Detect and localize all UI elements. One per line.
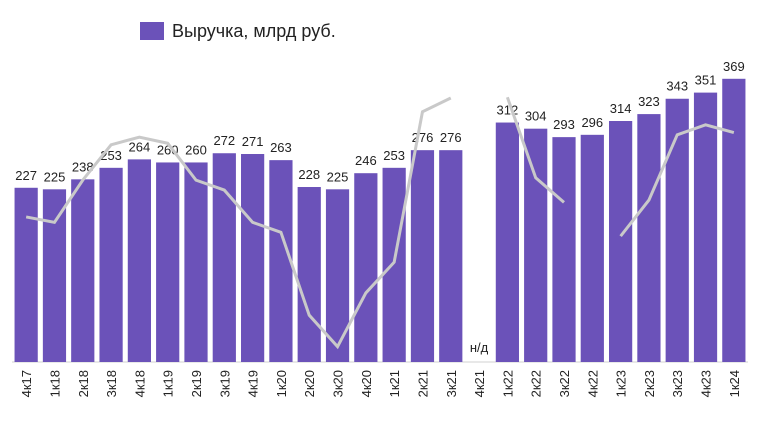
bar — [42, 189, 67, 362]
x-tick-label: 3к23 — [670, 370, 685, 397]
x-tick-label: 2к21 — [415, 370, 430, 397]
bar — [354, 173, 378, 362]
value-label: 227 — [15, 168, 37, 183]
x-tick-label: 1к22 — [500, 370, 515, 397]
value-label: 272 — [213, 133, 235, 148]
x-tick-label: 4к20 — [359, 370, 374, 397]
x-tick-label: 3к19 — [217, 370, 232, 397]
x-tick-label: 1к19 — [161, 370, 176, 397]
bar — [297, 187, 321, 362]
bar — [71, 179, 95, 362]
bar — [637, 114, 661, 362]
x-tick-label: 2к22 — [529, 370, 544, 397]
bar — [184, 162, 208, 362]
x-tick-label: 4к19 — [246, 370, 261, 397]
x-tick-label: 2к18 — [76, 370, 91, 397]
bar — [524, 128, 548, 362]
bar — [495, 122, 519, 362]
x-tick-label: 1к23 — [614, 370, 629, 397]
legend-swatch — [140, 22, 164, 40]
x-tick-label: 1к18 — [47, 370, 62, 397]
x-tick-label: 3к20 — [331, 370, 346, 397]
value-label: н/д — [470, 340, 489, 355]
x-tick-label: 4к22 — [585, 370, 600, 397]
value-label: 369 — [723, 59, 745, 74]
bar — [552, 137, 576, 362]
value-label: 246 — [355, 153, 377, 168]
value-label: 323 — [638, 94, 660, 109]
x-tick-label: 2к23 — [642, 370, 657, 397]
x-tick-label: 4к18 — [132, 370, 147, 397]
bar — [580, 134, 604, 362]
bar — [127, 159, 151, 362]
value-label: 276 — [412, 130, 434, 145]
value-label: 253 — [383, 148, 405, 163]
bar — [99, 167, 123, 362]
x-tick-label: 1к21 — [387, 370, 402, 397]
x-tick-label: 3к22 — [557, 370, 572, 397]
bar — [410, 150, 435, 362]
x-tick-label: 1к24 — [727, 370, 742, 397]
value-label: 314 — [610, 101, 632, 116]
bar — [241, 154, 265, 362]
bar — [269, 160, 293, 362]
bar — [609, 121, 633, 362]
value-label: 260 — [185, 142, 207, 157]
value-label: 271 — [242, 134, 264, 149]
bar — [156, 162, 180, 362]
x-tick-label: 1к20 — [274, 370, 289, 397]
x-tick-label: 4к23 — [699, 370, 714, 397]
bar — [14, 187, 38, 362]
value-label: 276 — [440, 130, 462, 145]
line — [25, 96, 452, 350]
value-label: 238 — [72, 159, 94, 174]
bar — [665, 98, 689, 362]
value-label: 228 — [298, 167, 320, 182]
value-label: 225 — [327, 169, 349, 184]
x-tick-label: 3к21 — [444, 370, 459, 397]
x-tick-label: 2к19 — [189, 370, 204, 397]
value-label: 263 — [270, 140, 292, 155]
bar — [722, 78, 746, 362]
x-tick-label: 2к20 — [302, 370, 317, 397]
value-label: 351 — [695, 73, 717, 88]
bar — [439, 150, 463, 362]
x-tick-label: 4к17 — [19, 370, 34, 397]
value-label: 293 — [553, 117, 575, 132]
legend-label: Выручка, млрд руб. — [172, 21, 336, 41]
value-label: 296 — [581, 115, 603, 130]
value-label: 343 — [666, 79, 688, 94]
x-tick-label: 4к21 — [472, 370, 487, 397]
value-label: 225 — [44, 169, 66, 184]
value-label: 304 — [525, 109, 547, 124]
line — [619, 123, 735, 238]
bar — [212, 153, 236, 362]
bar — [693, 92, 718, 363]
x-tick-label: 3к18 — [104, 370, 119, 397]
value-label: 264 — [129, 139, 151, 154]
bar — [382, 167, 406, 362]
line — [505, 96, 565, 204]
bar — [325, 189, 350, 362]
value-label: 260 — [157, 142, 179, 157]
